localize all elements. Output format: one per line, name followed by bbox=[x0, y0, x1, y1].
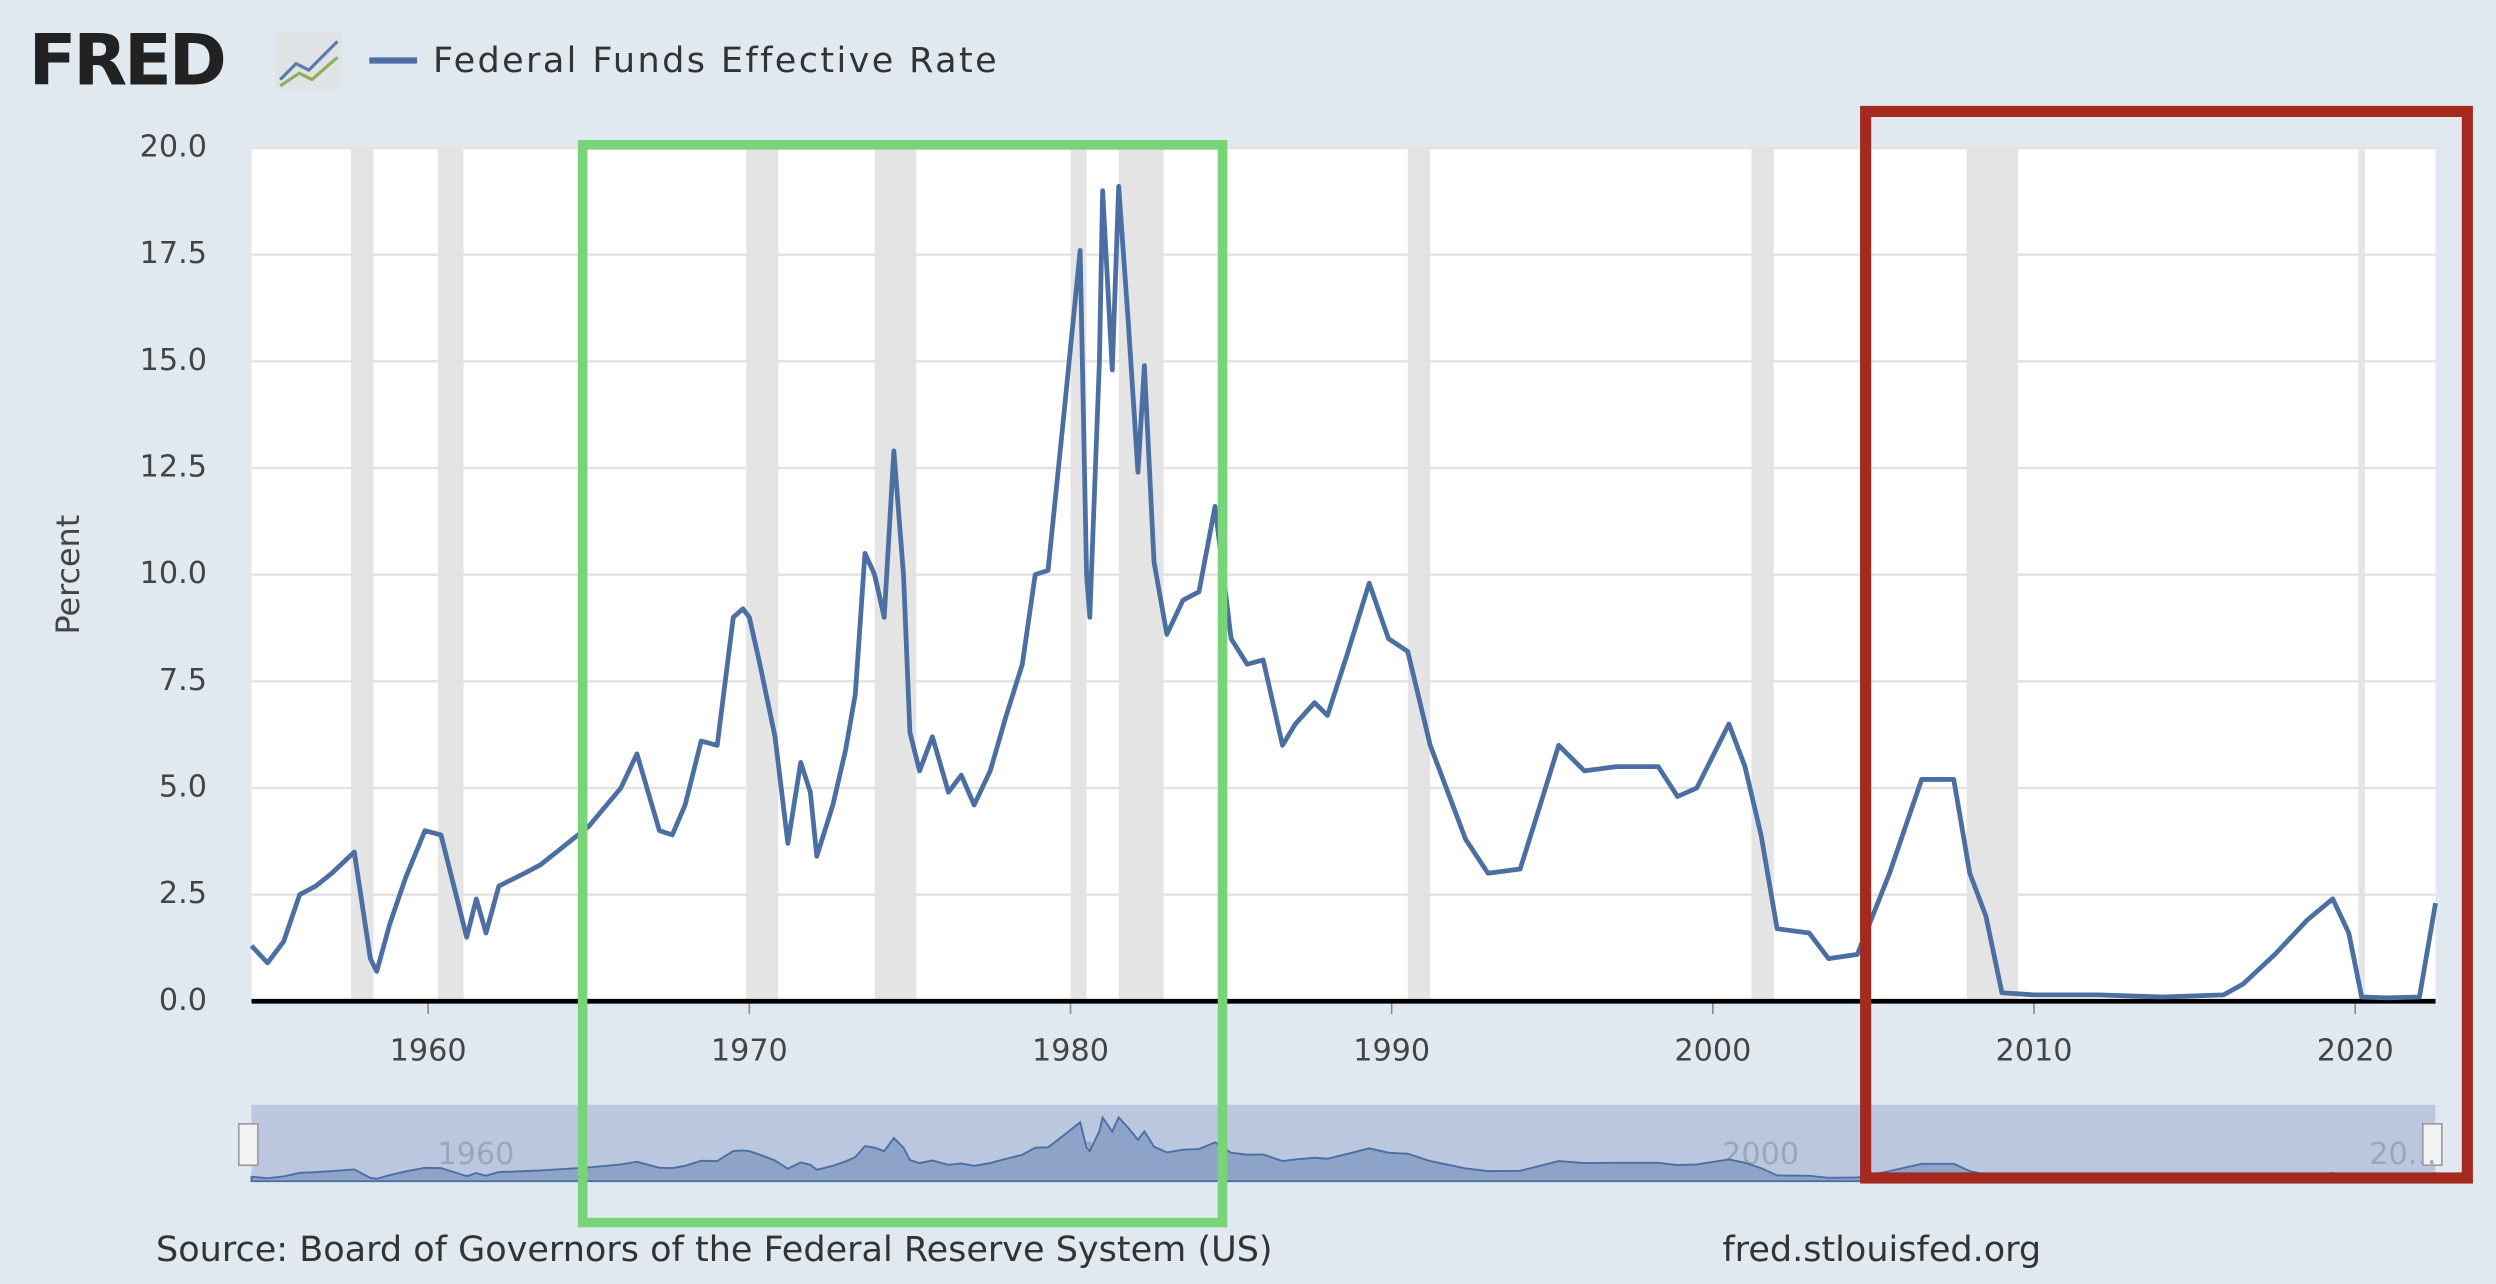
navigator-handle[interactable] bbox=[237, 1123, 259, 1167]
series-line bbox=[249, 184, 2438, 1001]
x-tick-label: 2020 bbox=[2317, 1034, 2394, 1069]
navigator-tick-label: 20... bbox=[2369, 1137, 2436, 1172]
navigator-tick-label: 1960 bbox=[437, 1137, 514, 1172]
y-tick-label: 7.5 bbox=[159, 663, 207, 698]
x-tick-label: 2000 bbox=[1674, 1034, 1751, 1069]
y-tick-label: 2.5 bbox=[159, 876, 207, 911]
logo-icon-line bbox=[279, 56, 339, 88]
highlight-box-green bbox=[577, 140, 1228, 1228]
x-tick-label: 1970 bbox=[711, 1034, 788, 1069]
logo-icon bbox=[275, 31, 343, 90]
y-tick-label: 5.0 bbox=[159, 769, 207, 804]
logo: FRED bbox=[29, 19, 224, 101]
x-tick-label: 1960 bbox=[390, 1034, 467, 1069]
x-tick-label: 1990 bbox=[1353, 1034, 1430, 1069]
y-tick-label: 17.5 bbox=[140, 236, 207, 271]
y-tick-label: 20.0 bbox=[140, 130, 207, 165]
y-tick-label: 10.0 bbox=[140, 556, 207, 591]
source: Source: Board of Governors of the Federa… bbox=[156, 1229, 1273, 1270]
logo-icon-line bbox=[279, 40, 339, 81]
y-tick-label: 0.0 bbox=[159, 983, 207, 1018]
highlight-box-red bbox=[1860, 105, 2473, 1184]
x-tick-label: 2010 bbox=[1996, 1034, 2073, 1069]
x-tick-label: 1980 bbox=[1032, 1034, 1109, 1069]
y-tick-label: 15.0 bbox=[140, 343, 207, 378]
source-url: fred.stlouisfed.org bbox=[1722, 1229, 2041, 1270]
y-tick-label: 12.5 bbox=[140, 450, 207, 485]
navigator-handle[interactable] bbox=[2421, 1123, 2443, 1167]
y-axis-label: Percent bbox=[49, 515, 87, 635]
legend-label: Federal Funds Effective Rate bbox=[433, 40, 999, 81]
